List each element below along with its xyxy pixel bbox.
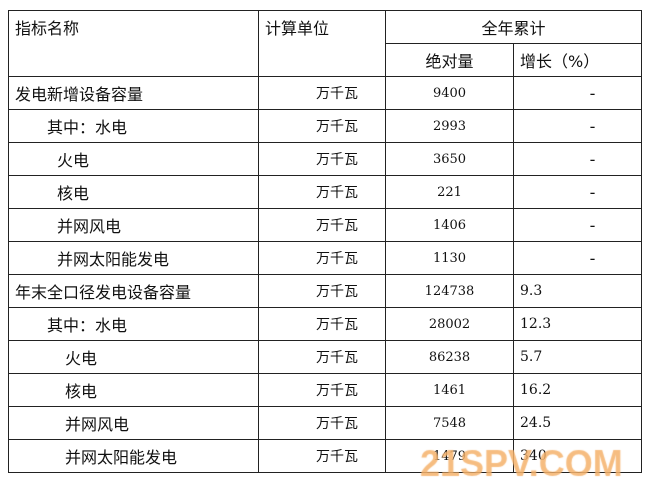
row-name: 核电 bbox=[8, 175, 259, 209]
row-growth: 12.3 bbox=[513, 307, 642, 341]
row-name: 并网太阳能发电 bbox=[8, 241, 259, 275]
row-value: 7548 bbox=[385, 406, 514, 440]
row-growth: - bbox=[513, 208, 642, 242]
row-name: 年末全口径发电设备容量 bbox=[8, 274, 259, 308]
row-name: 其中：水电 bbox=[8, 307, 259, 341]
capacity-table: 指标名称 计算单位 全年累计 绝对量 增长（%） 发电新增设备容量 万千瓦 94… bbox=[8, 10, 642, 473]
header-unit: 计算单位 bbox=[258, 10, 386, 77]
row-name: 火电 bbox=[8, 142, 259, 176]
row-unit: 万千瓦 bbox=[258, 142, 386, 176]
header-total: 全年累计 bbox=[385, 10, 642, 44]
row-growth: - bbox=[513, 109, 642, 143]
table-row: 年末全口径发电设备容量 万千瓦 124738 9.3 bbox=[8, 274, 642, 308]
table-row: 并网风电 万千瓦 1406 - bbox=[8, 208, 642, 242]
row-unit: 万千瓦 bbox=[258, 439, 386, 473]
row-value: 1461 bbox=[385, 373, 514, 407]
header-name: 指标名称 bbox=[8, 10, 259, 77]
row-value: 221 bbox=[385, 175, 514, 209]
table-row: 核电 万千瓦 221 - bbox=[8, 175, 642, 209]
table-row: 并网风电 万千瓦 7548 24.5 bbox=[8, 406, 642, 440]
row-unit: 万千瓦 bbox=[258, 109, 386, 143]
row-growth: 24.5 bbox=[513, 406, 642, 440]
row-name: 火电 bbox=[8, 340, 259, 374]
table-row: 其中：水电 万千瓦 28002 12.3 bbox=[8, 307, 642, 341]
header-growth: 增长（%） bbox=[513, 43, 642, 77]
header-absolute: 绝对量 bbox=[385, 43, 514, 77]
row-growth: 340 bbox=[513, 439, 642, 473]
row-value: 1479 bbox=[385, 439, 514, 473]
row-growth: 5.7 bbox=[513, 340, 642, 374]
table-row: 发电新增设备容量 万千瓦 9400 - bbox=[8, 76, 642, 110]
row-growth: - bbox=[513, 142, 642, 176]
row-name: 发电新增设备容量 bbox=[8, 76, 259, 110]
row-unit: 万千瓦 bbox=[258, 307, 386, 341]
row-value: 2993 bbox=[385, 109, 514, 143]
row-value: 28002 bbox=[385, 307, 514, 341]
table-row: 并网太阳能发电 万千瓦 1479 340 bbox=[8, 439, 642, 473]
row-growth: - bbox=[513, 76, 642, 110]
row-name: 并网太阳能发电 bbox=[8, 439, 259, 473]
row-unit: 万千瓦 bbox=[258, 274, 386, 308]
row-value: 86238 bbox=[385, 340, 514, 374]
row-value: 124738 bbox=[385, 274, 514, 308]
table-row: 并网太阳能发电 万千瓦 1130 - bbox=[8, 241, 642, 275]
table-row: 火电 万千瓦 86238 5.7 bbox=[8, 340, 642, 374]
row-unit: 万千瓦 bbox=[258, 241, 386, 275]
row-value: 9400 bbox=[385, 76, 514, 110]
row-name: 核电 bbox=[8, 373, 259, 407]
row-unit: 万千瓦 bbox=[258, 175, 386, 209]
row-unit: 万千瓦 bbox=[258, 76, 386, 110]
row-value: 3650 bbox=[385, 142, 514, 176]
table-row: 火电 万千瓦 3650 - bbox=[8, 142, 642, 176]
table-row: 其中：水电 万千瓦 2993 - bbox=[8, 109, 642, 143]
row-growth: 9.3 bbox=[513, 274, 642, 308]
row-growth: - bbox=[513, 241, 642, 275]
table-row: 核电 万千瓦 1461 16.2 bbox=[8, 373, 642, 407]
row-name: 并网风电 bbox=[8, 406, 259, 440]
row-unit: 万千瓦 bbox=[258, 208, 386, 242]
row-growth: - bbox=[513, 175, 642, 209]
row-value: 1130 bbox=[385, 241, 514, 275]
row-unit: 万千瓦 bbox=[258, 340, 386, 374]
row-value: 1406 bbox=[385, 208, 514, 242]
row-unit: 万千瓦 bbox=[258, 373, 386, 407]
row-growth: 16.2 bbox=[513, 373, 642, 407]
row-name: 并网风电 bbox=[8, 208, 259, 242]
row-unit: 万千瓦 bbox=[258, 406, 386, 440]
row-name: 其中：水电 bbox=[8, 109, 259, 143]
